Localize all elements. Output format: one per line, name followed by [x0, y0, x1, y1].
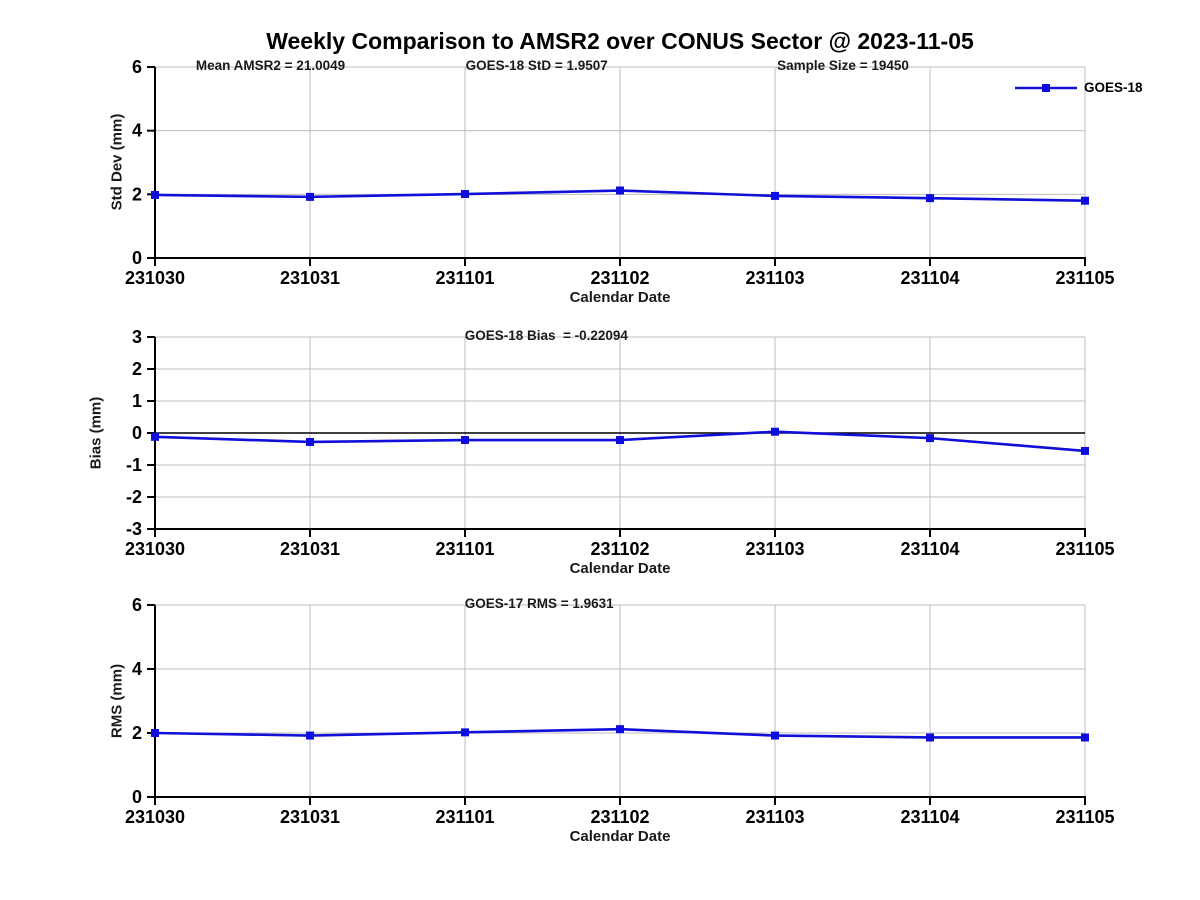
- svg-text:2: 2: [132, 359, 142, 379]
- svg-text:4: 4: [132, 121, 142, 141]
- svg-text:231104: 231104: [900, 807, 959, 827]
- svg-text:4: 4: [132, 659, 142, 679]
- svg-text:231031: 231031: [280, 539, 340, 559]
- svg-text:-2: -2: [126, 487, 142, 507]
- svg-text:231102: 231102: [590, 807, 649, 827]
- svg-text:231101: 231101: [435, 539, 494, 559]
- subplot-3: 0 2 4 6 231030 231031 231101 231102 231103 231104…: [125, 595, 1115, 827]
- svg-text:3: 3: [132, 327, 142, 347]
- svg-text:231030: 231030: [125, 268, 185, 288]
- subplot-2: -3 -2 -1 0 1 2 3 231030 231031 231101 231102 231103…: [125, 327, 1115, 559]
- svg-text:231031: 231031: [280, 807, 340, 827]
- annotation-sample-size: Sample Size = 19450: [777, 58, 909, 73]
- legend-line-marker-icon: [1015, 83, 1077, 92]
- ylabel-rms: RMS (mm): [108, 663, 126, 739]
- svg-text:0: 0: [132, 248, 142, 268]
- svg-text:0: 0: [132, 787, 142, 807]
- svg-text:231103: 231103: [745, 539, 804, 559]
- svg-text:231104: 231104: [900, 268, 959, 288]
- legend: GOES-18: [1015, 80, 1143, 95]
- ylabel-std-dev: Std Dev (mm): [108, 113, 126, 211]
- svg-text:231105: 231105: [1055, 807, 1114, 827]
- annotation-goes18-bias: GOES-18 Bias = -0.22094: [464, 328, 628, 343]
- svg-text:-1: -1: [126, 455, 142, 475]
- svg-text:1: 1: [132, 391, 142, 411]
- svg-text:231102: 231102: [590, 539, 649, 559]
- ylabel-bias: Bias (mm): [87, 396, 105, 470]
- svg-text:2: 2: [132, 723, 142, 743]
- svg-text:231105: 231105: [1055, 539, 1114, 559]
- svg-text:231103: 231103: [745, 268, 804, 288]
- subplot-1: 0 2 4 6 231030 231031 231101 231102 231103 231104…: [125, 57, 1115, 288]
- xlabel-rms: Calendar Date: [569, 828, 671, 845]
- xlabel-std-dev: Calendar Date: [569, 289, 671, 306]
- svg-text:0: 0: [132, 423, 142, 443]
- svg-text:231030: 231030: [125, 539, 185, 559]
- svg-text:231030: 231030: [125, 807, 185, 827]
- svg-text:231104: 231104: [900, 539, 959, 559]
- svg-text:2: 2: [132, 184, 142, 204]
- svg-text:231102: 231102: [590, 268, 649, 288]
- svg-text:6: 6: [132, 57, 142, 77]
- annotation-goes18-std: GOES-18 StD = 1.9507: [465, 58, 608, 73]
- xlabel-bias: Calendar Date: [569, 560, 671, 577]
- svg-text:231101: 231101: [435, 268, 494, 288]
- figure-title: Weekly Comparison to AMSR2 over CONUS Se…: [266, 28, 974, 54]
- svg-text:6: 6: [132, 595, 142, 615]
- annotation-goes17-rms: GOES-17 RMS = 1.9631: [464, 596, 614, 611]
- svg-text:231103: 231103: [745, 807, 804, 827]
- svg-text:231031: 231031: [280, 268, 340, 288]
- legend-label: GOES-18: [1084, 80, 1143, 95]
- svg-text:231101: 231101: [435, 807, 494, 827]
- svg-text:231105: 231105: [1055, 268, 1114, 288]
- annotation-mean-amsr2: Mean AMSR2 = 21.0049: [195, 58, 346, 73]
- svg-text:-3: -3: [126, 519, 142, 539]
